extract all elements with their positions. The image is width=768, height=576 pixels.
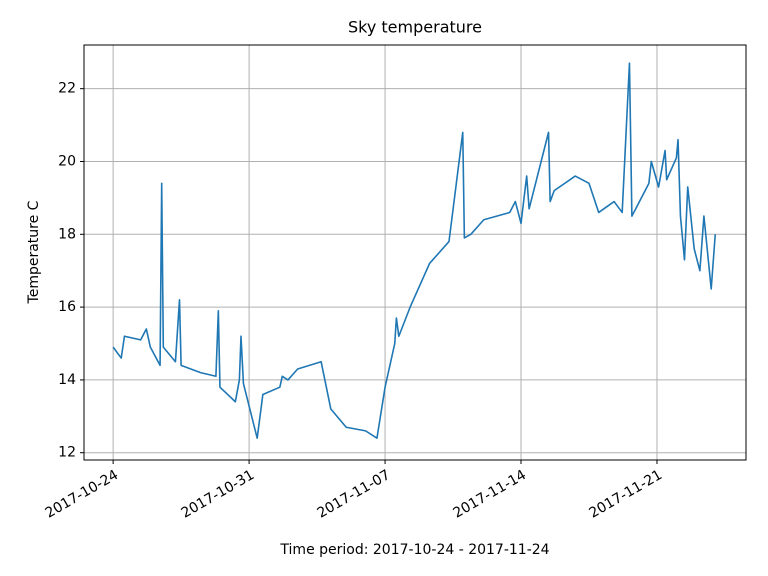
y-tick-label: 14 bbox=[58, 372, 76, 388]
data-line bbox=[112, 62, 717, 439]
x-axis-label: Time period: 2017-10-24 - 2017-11-24 bbox=[279, 542, 549, 558]
x-tick-label: 2017-11-14 bbox=[451, 467, 530, 522]
y-tick-label: 20 bbox=[58, 153, 76, 169]
y-tick-label: 18 bbox=[58, 226, 76, 242]
y-tick-label: 22 bbox=[58, 81, 76, 97]
chart-title: Sky temperature bbox=[348, 18, 482, 37]
x-tick-label: 2017-11-07 bbox=[315, 467, 393, 522]
x-tick-label: 2017-11-21 bbox=[587, 467, 665, 522]
plot-frame bbox=[83, 44, 747, 461]
y-tick-label: 16 bbox=[58, 299, 76, 315]
x-tick-label: 2017-10-24 bbox=[43, 467, 122, 522]
x-tick-label: 2017-10-31 bbox=[179, 467, 257, 522]
y-axis-label: Temperature C bbox=[26, 200, 42, 304]
y-tick-label: 12 bbox=[58, 445, 76, 461]
